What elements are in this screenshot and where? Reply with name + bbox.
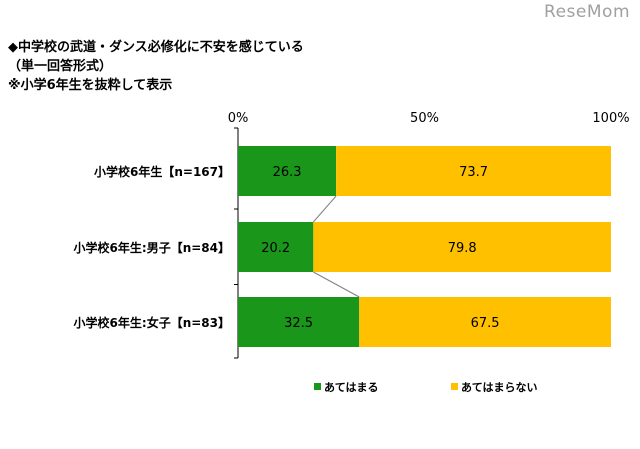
chart-answer-format: （単一回答形式）	[8, 59, 113, 74]
chart-note: ※小学6年生を抜粋して表示	[8, 78, 173, 93]
category-label: 小学校6年生【n=167】	[94, 164, 230, 179]
bar-segment	[238, 222, 314, 272]
series-connector-line	[312, 195, 337, 223]
x-tick-label: 0%	[228, 111, 249, 126]
chart-title: ◆中学校の武道・ダンス必修化に不安を感じている	[8, 40, 304, 55]
category-label: 小学校6年生:女子【n=83】	[74, 315, 230, 330]
data-label: 26.3	[273, 165, 302, 180]
data-label: 20.2	[261, 241, 290, 256]
chart-title-block: ◆中学校の武道・ダンス必修化に不安を感じている （単一回答形式） ※小学6年生を…	[8, 38, 304, 95]
legend-label: あてはまる	[324, 381, 379, 394]
legend-label: あてはまらない	[461, 381, 538, 394]
x-tick-label: 50%	[410, 111, 439, 126]
data-label: 67.5	[471, 316, 500, 331]
data-label: 73.7	[459, 165, 488, 180]
bar-segment	[313, 222, 611, 272]
data-label: 32.5	[284, 316, 313, 331]
bar-segment	[336, 146, 611, 196]
bar-segment	[359, 297, 611, 347]
data-label: 79.8	[448, 241, 477, 256]
bar-segment	[238, 146, 337, 196]
bar-segment	[238, 297, 360, 347]
series-connector-line	[313, 271, 360, 298]
x-tick-label: 100%	[592, 111, 629, 126]
legend-swatch	[451, 383, 458, 390]
resemom-watermark: ReseMom	[544, 2, 630, 22]
category-label: 小学校6年生:男子【n=84】	[74, 240, 230, 255]
legend-swatch	[314, 383, 321, 390]
